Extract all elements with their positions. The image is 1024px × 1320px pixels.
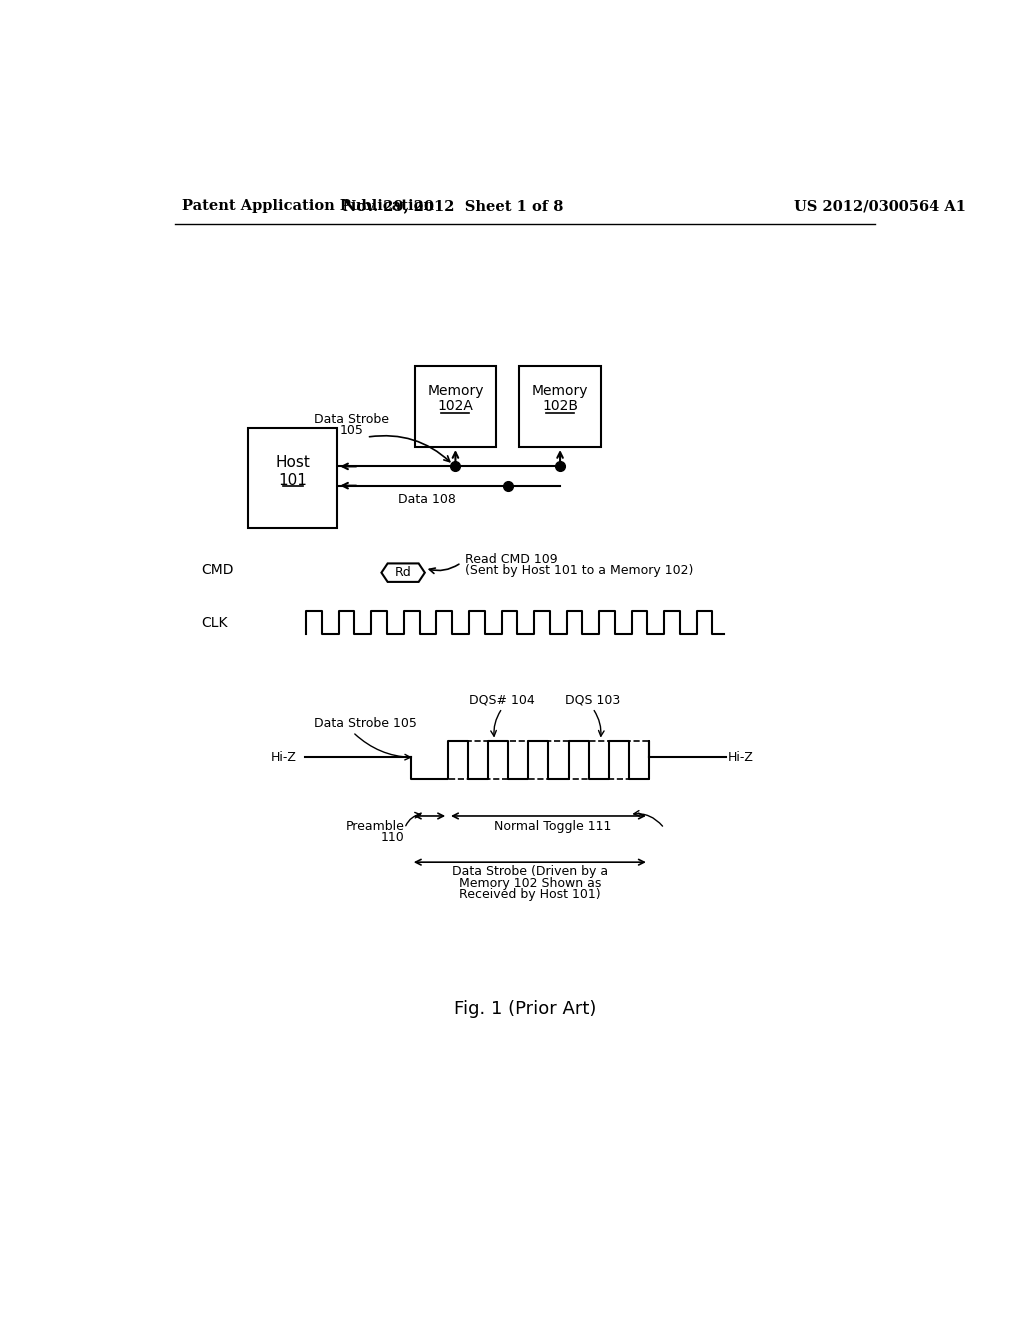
Text: DQS# 104: DQS# 104 bbox=[469, 693, 536, 706]
Text: Hi-Z: Hi-Z bbox=[271, 751, 297, 763]
Text: 101: 101 bbox=[279, 473, 307, 488]
Text: CMD: CMD bbox=[202, 564, 234, 577]
Text: Hi-Z: Hi-Z bbox=[728, 751, 754, 763]
Text: Memory: Memory bbox=[427, 384, 483, 397]
Text: Received by Host 101): Received by Host 101) bbox=[459, 888, 601, 902]
Text: 102A: 102A bbox=[437, 400, 473, 413]
Polygon shape bbox=[381, 564, 425, 582]
Text: Patent Application Publication: Patent Application Publication bbox=[182, 199, 434, 213]
Bar bbox=[415, 367, 496, 447]
Text: Read CMD 109: Read CMD 109 bbox=[465, 553, 558, 566]
Text: 110: 110 bbox=[381, 832, 404, 845]
Text: DQS 103: DQS 103 bbox=[565, 693, 621, 706]
Text: (Sent by Host 101 to a Memory 102): (Sent by Host 101 to a Memory 102) bbox=[465, 564, 693, 577]
Bar bbox=[449, 741, 649, 779]
Text: Data 108: Data 108 bbox=[397, 494, 456, 507]
Text: Data Strobe 105: Data Strobe 105 bbox=[314, 717, 417, 730]
Text: Fig. 1 (Prior Art): Fig. 1 (Prior Art) bbox=[454, 1001, 596, 1018]
Text: Data Strobe (Driven by a: Data Strobe (Driven by a bbox=[452, 866, 608, 878]
Text: US 2012/0300564 A1: US 2012/0300564 A1 bbox=[795, 199, 967, 213]
Bar bbox=[248, 428, 337, 528]
Text: Host: Host bbox=[275, 455, 310, 470]
Bar bbox=[519, 367, 601, 447]
Text: Nov. 29, 2012  Sheet 1 of 8: Nov. 29, 2012 Sheet 1 of 8 bbox=[343, 199, 563, 213]
Text: Memory 102 Shown as: Memory 102 Shown as bbox=[459, 876, 601, 890]
Text: Data Strobe: Data Strobe bbox=[313, 413, 389, 425]
Text: Rd: Rd bbox=[394, 566, 412, 579]
Text: 105: 105 bbox=[339, 424, 364, 437]
Text: Preamble: Preamble bbox=[346, 820, 404, 833]
Text: 102B: 102B bbox=[542, 400, 579, 413]
Text: CLK: CLK bbox=[202, 615, 228, 630]
Text: Memory: Memory bbox=[531, 384, 589, 397]
Text: Normal Toggle 111: Normal Toggle 111 bbox=[494, 820, 611, 833]
